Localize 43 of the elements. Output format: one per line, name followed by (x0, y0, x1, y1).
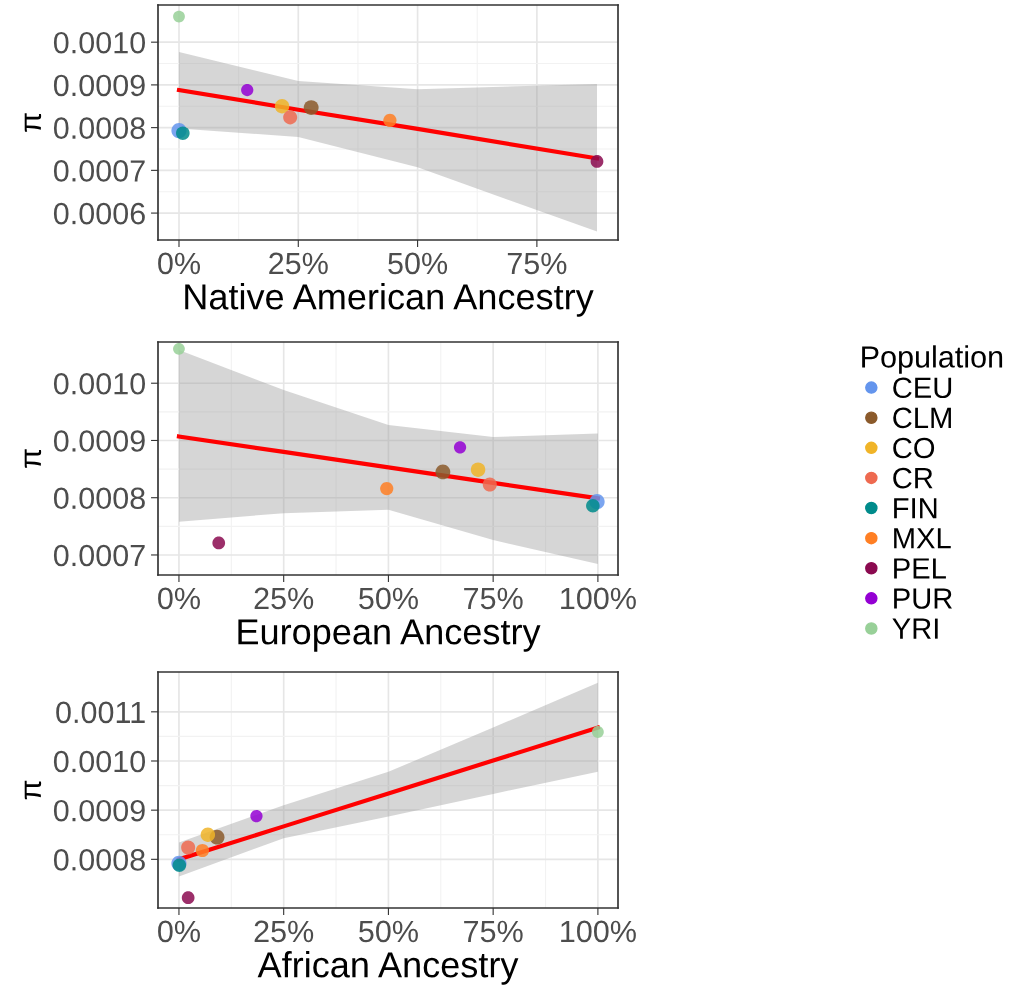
y-tick-label: 0.0008 (53, 487, 145, 510)
y-tick-label: 0.0008 (53, 849, 145, 871)
y-axis-title: π (24, 780, 42, 800)
y-tick-label: 0.0010 (53, 31, 146, 54)
y-tick-label: 0.0010 (53, 750, 146, 773)
y-tick-label: 0.0009 (53, 430, 145, 452)
x-axis-title: Native American Ancestry (185, 283, 594, 317)
legend-label: FIN (894, 498, 937, 519)
x-axis-title: African Ancestry (257, 951, 519, 985)
x-tick-label: 0% (158, 587, 200, 610)
x-tick-label: 50% (359, 587, 418, 610)
x-tick-label: 100% (561, 920, 636, 943)
y-tick-label: 0.0011 (56, 701, 145, 724)
x-axis-title: European Ancestry (238, 619, 541, 652)
y-axis-title: π (24, 449, 42, 468)
legend-label: PUR (894, 588, 952, 609)
x-tick-label: 25% (254, 920, 314, 943)
legend-label: CLM (893, 407, 951, 429)
y-tick-label: 0.0009 (53, 74, 145, 97)
x-tick-label: 25% (269, 252, 328, 275)
y-tick-label: 0.0006 (53, 202, 145, 225)
x-tick-label: 100% (561, 587, 636, 610)
x-tick-label: 0% (158, 252, 200, 275)
x-tick-label: 0% (158, 920, 200, 943)
x-tick-label: 50% (359, 920, 418, 943)
legend-label: PEL (894, 558, 946, 579)
y-axis-title: π (24, 113, 42, 132)
y-tick-label: 0.0007 (53, 160, 145, 182)
legend-label: MXL (894, 528, 951, 549)
legend-label: CR (893, 467, 933, 489)
legend-label: CEU (893, 377, 952, 399)
legend-label: YRI (892, 618, 938, 639)
x-tick-label: 75% (464, 920, 523, 943)
y-tick-label: 0.0007 (53, 544, 145, 567)
legend-title: Population (862, 345, 1003, 374)
x-tick-label: 25% (254, 587, 314, 610)
x-tick-label: 75% (464, 587, 523, 610)
x-tick-label: 50% (388, 252, 448, 275)
x-tick-label: 75% (507, 252, 567, 275)
legend-label: CO (893, 437, 935, 459)
y-tick-label: 0.0010 (53, 372, 146, 395)
y-tick-label: 0.0008 (53, 117, 145, 139)
y-tick-label: 0.0009 (53, 799, 145, 822)
